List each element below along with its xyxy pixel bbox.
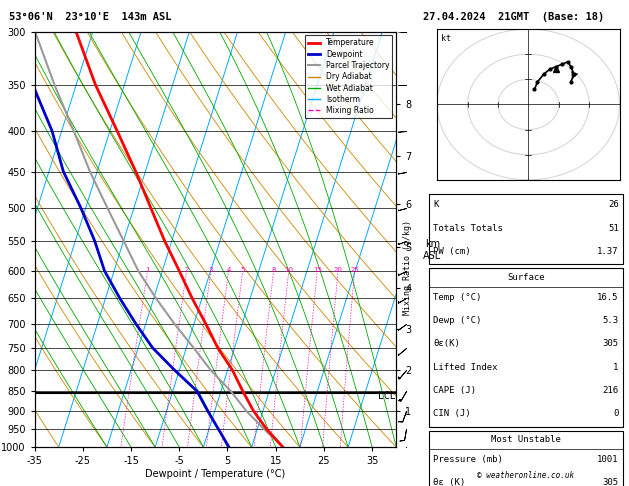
Text: 1.37: 1.37 [597,247,619,256]
Text: PW (cm): PW (cm) [433,247,470,256]
Y-axis label: km
ASL: km ASL [423,240,442,261]
Text: kt: kt [441,34,451,43]
Text: Pressure (mb): Pressure (mb) [433,455,503,464]
Text: 20: 20 [333,266,343,273]
Text: 16.5: 16.5 [597,293,619,302]
Text: Surface: Surface [507,273,545,282]
Text: © weatheronline.co.uk: © weatheronline.co.uk [477,471,574,480]
Text: Mixing Ratio (g/kg): Mixing Ratio (g/kg) [403,220,412,315]
Text: 8: 8 [271,266,276,273]
Text: 15: 15 [313,266,321,273]
Text: CIN (J): CIN (J) [433,409,470,418]
Text: 1: 1 [613,363,619,372]
Text: 26: 26 [608,200,619,209]
Text: 2: 2 [184,266,189,273]
X-axis label: Dewpoint / Temperature (°C): Dewpoint / Temperature (°C) [145,469,286,479]
Text: K: K [433,200,438,209]
Text: CAPE (J): CAPE (J) [433,386,476,395]
Text: 305: 305 [603,478,619,486]
Text: 10: 10 [284,266,293,273]
Text: 53°06'N  23°10'E  143m ASL: 53°06'N 23°10'E 143m ASL [9,12,172,22]
Text: 0: 0 [613,409,619,418]
Text: θε(K): θε(K) [433,339,460,348]
Text: 27.04.2024  21GMT  (Base: 18): 27.04.2024 21GMT (Base: 18) [423,12,604,22]
Text: 25: 25 [350,266,359,273]
Text: 216: 216 [603,386,619,395]
Text: 4: 4 [226,266,231,273]
Text: 1: 1 [145,266,150,273]
Text: 51: 51 [608,224,619,233]
Text: Temp (°C): Temp (°C) [433,293,481,302]
Text: 1001: 1001 [597,455,619,464]
Text: θε (K): θε (K) [433,478,465,486]
Text: 5.3: 5.3 [603,316,619,325]
Text: 305: 305 [603,339,619,348]
Text: LCL: LCL [377,391,395,401]
Text: Most Unstable: Most Unstable [491,435,561,444]
Text: 5: 5 [240,266,245,273]
Text: 3: 3 [209,266,213,273]
Text: Totals Totals: Totals Totals [433,224,503,233]
Text: Dewp (°C): Dewp (°C) [433,316,481,325]
Legend: Temperature, Dewpoint, Parcel Trajectory, Dry Adiabat, Wet Adiabat, Isotherm, Mi: Temperature, Dewpoint, Parcel Trajectory… [305,35,392,118]
Text: Lifted Index: Lifted Index [433,363,498,372]
